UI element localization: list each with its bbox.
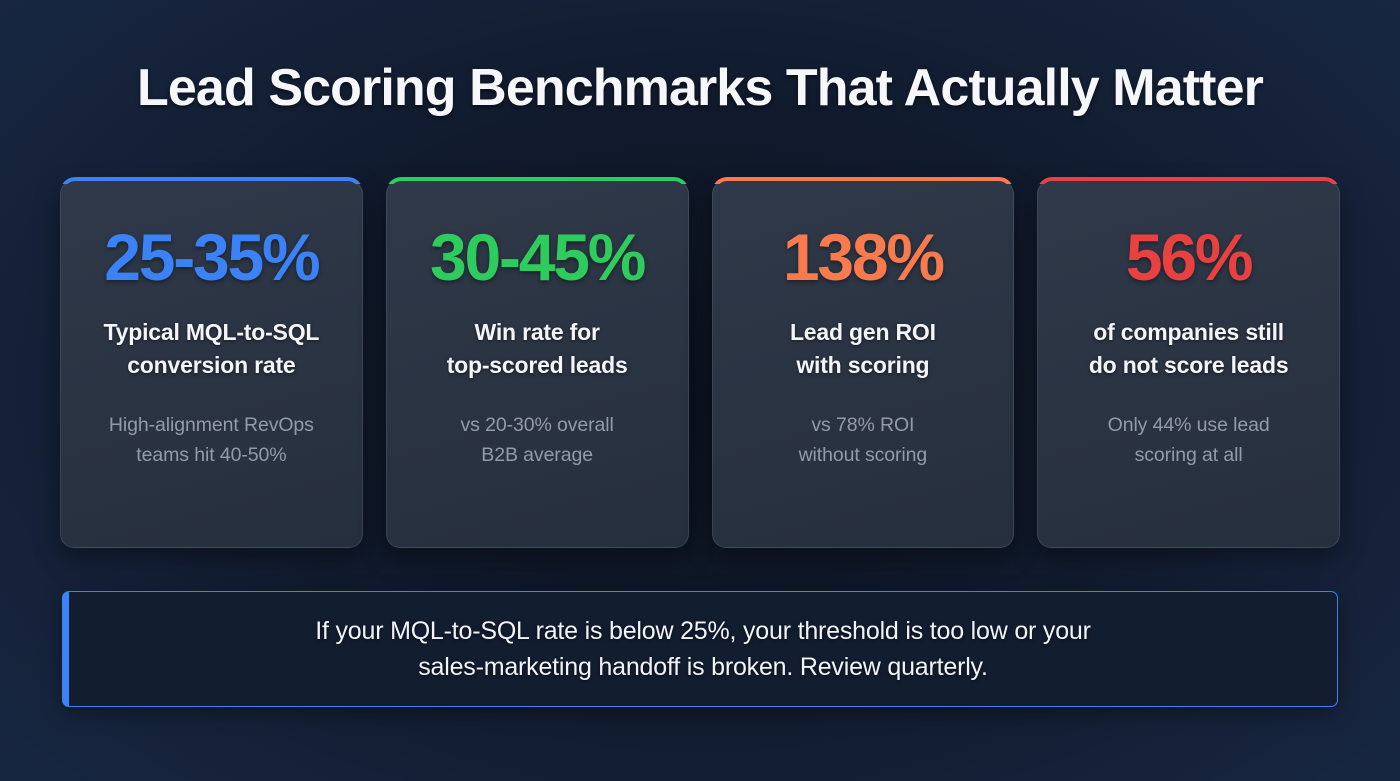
- callout-line-2: sales-marketing handoff is broken. Revie…: [418, 653, 988, 681]
- stat-detail: Only 44% use lead scoring at all: [1056, 410, 1321, 470]
- stat-detail-line-1: Only 44% use lead: [1107, 413, 1270, 436]
- stat-label-line-1: of companies still: [1093, 319, 1284, 345]
- stat-label: Win rate for top-scored leads: [405, 316, 670, 382]
- stat-value: 138%: [782, 220, 945, 294]
- takeaway-callout: If your MQL-to-SQL rate is below 25%, yo…: [62, 591, 1338, 707]
- stat-detail-line-2: without scoring: [798, 443, 928, 466]
- stat-detail-line-2: teams hit 40-50%: [136, 443, 287, 466]
- stat-value: 30-45%: [429, 220, 646, 294]
- stat-detail-line-1: vs 78% ROI: [811, 413, 915, 436]
- stat-label-line-2: do not score leads: [1088, 351, 1289, 378]
- stat-card-lead-gen-roi: 138% Lead gen ROI with scoring vs 78% RO…: [711, 177, 1015, 548]
- stat-label-line-1: Win rate for: [474, 319, 600, 345]
- stat-card-win-rate: 30-45% Win rate for top-scored leads vs …: [385, 177, 689, 548]
- stat-label: Lead gen ROI with scoring: [731, 316, 996, 382]
- card-accent-bar: [711, 177, 1015, 199]
- card-accent-bar: [1037, 177, 1340, 199]
- stat-label-line-2: top-scored leads: [446, 351, 628, 378]
- stat-detail-line-2: scoring at all: [1134, 443, 1243, 466]
- stat-label: Typical MQL-to-SQL conversion rate: [79, 316, 344, 382]
- page-title: Lead Scoring Benchmarks That Actually Ma…: [137, 59, 1264, 117]
- card-accent-bar: [385, 177, 689, 199]
- card-accent-bar: [60, 177, 363, 199]
- callout-text: If your MQL-to-SQL rate is below 25%, yo…: [315, 613, 1091, 686]
- stat-label-line-2: with scoring: [796, 351, 930, 378]
- stat-card-row: 25-35% Typical MQL-to-SQL conversion rat…: [60, 177, 1340, 548]
- stat-card-mql-to-sql: 25-35% Typical MQL-to-SQL conversion rat…: [60, 177, 363, 548]
- stat-label-line-2: conversion rate: [127, 351, 296, 378]
- stat-value: 25-35%: [104, 220, 320, 294]
- callout-line-1: If your MQL-to-SQL rate is below 25%, yo…: [315, 616, 1091, 645]
- stat-detail: High-alignment RevOps teams hit 40-50%: [79, 410, 344, 470]
- stat-detail: vs 20-30% overall B2B average: [405, 410, 670, 470]
- stat-detail-line-1: vs 20-30% overall: [460, 413, 614, 436]
- stat-label-line-1: Typical MQL-to-SQL: [103, 319, 320, 345]
- stat-card-no-scoring: 56% of companies still do not score lead…: [1037, 177, 1340, 548]
- stat-detail: vs 78% ROI without scoring: [731, 410, 996, 470]
- stat-detail-line-1: High-alignment RevOps: [108, 413, 314, 436]
- stat-value: 56%: [1125, 220, 1254, 294]
- stat-detail-line-2: B2B average: [481, 443, 593, 466]
- stat-label-line-1: Lead gen ROI: [789, 319, 936, 345]
- stat-label: of companies still do not score leads: [1056, 316, 1321, 382]
